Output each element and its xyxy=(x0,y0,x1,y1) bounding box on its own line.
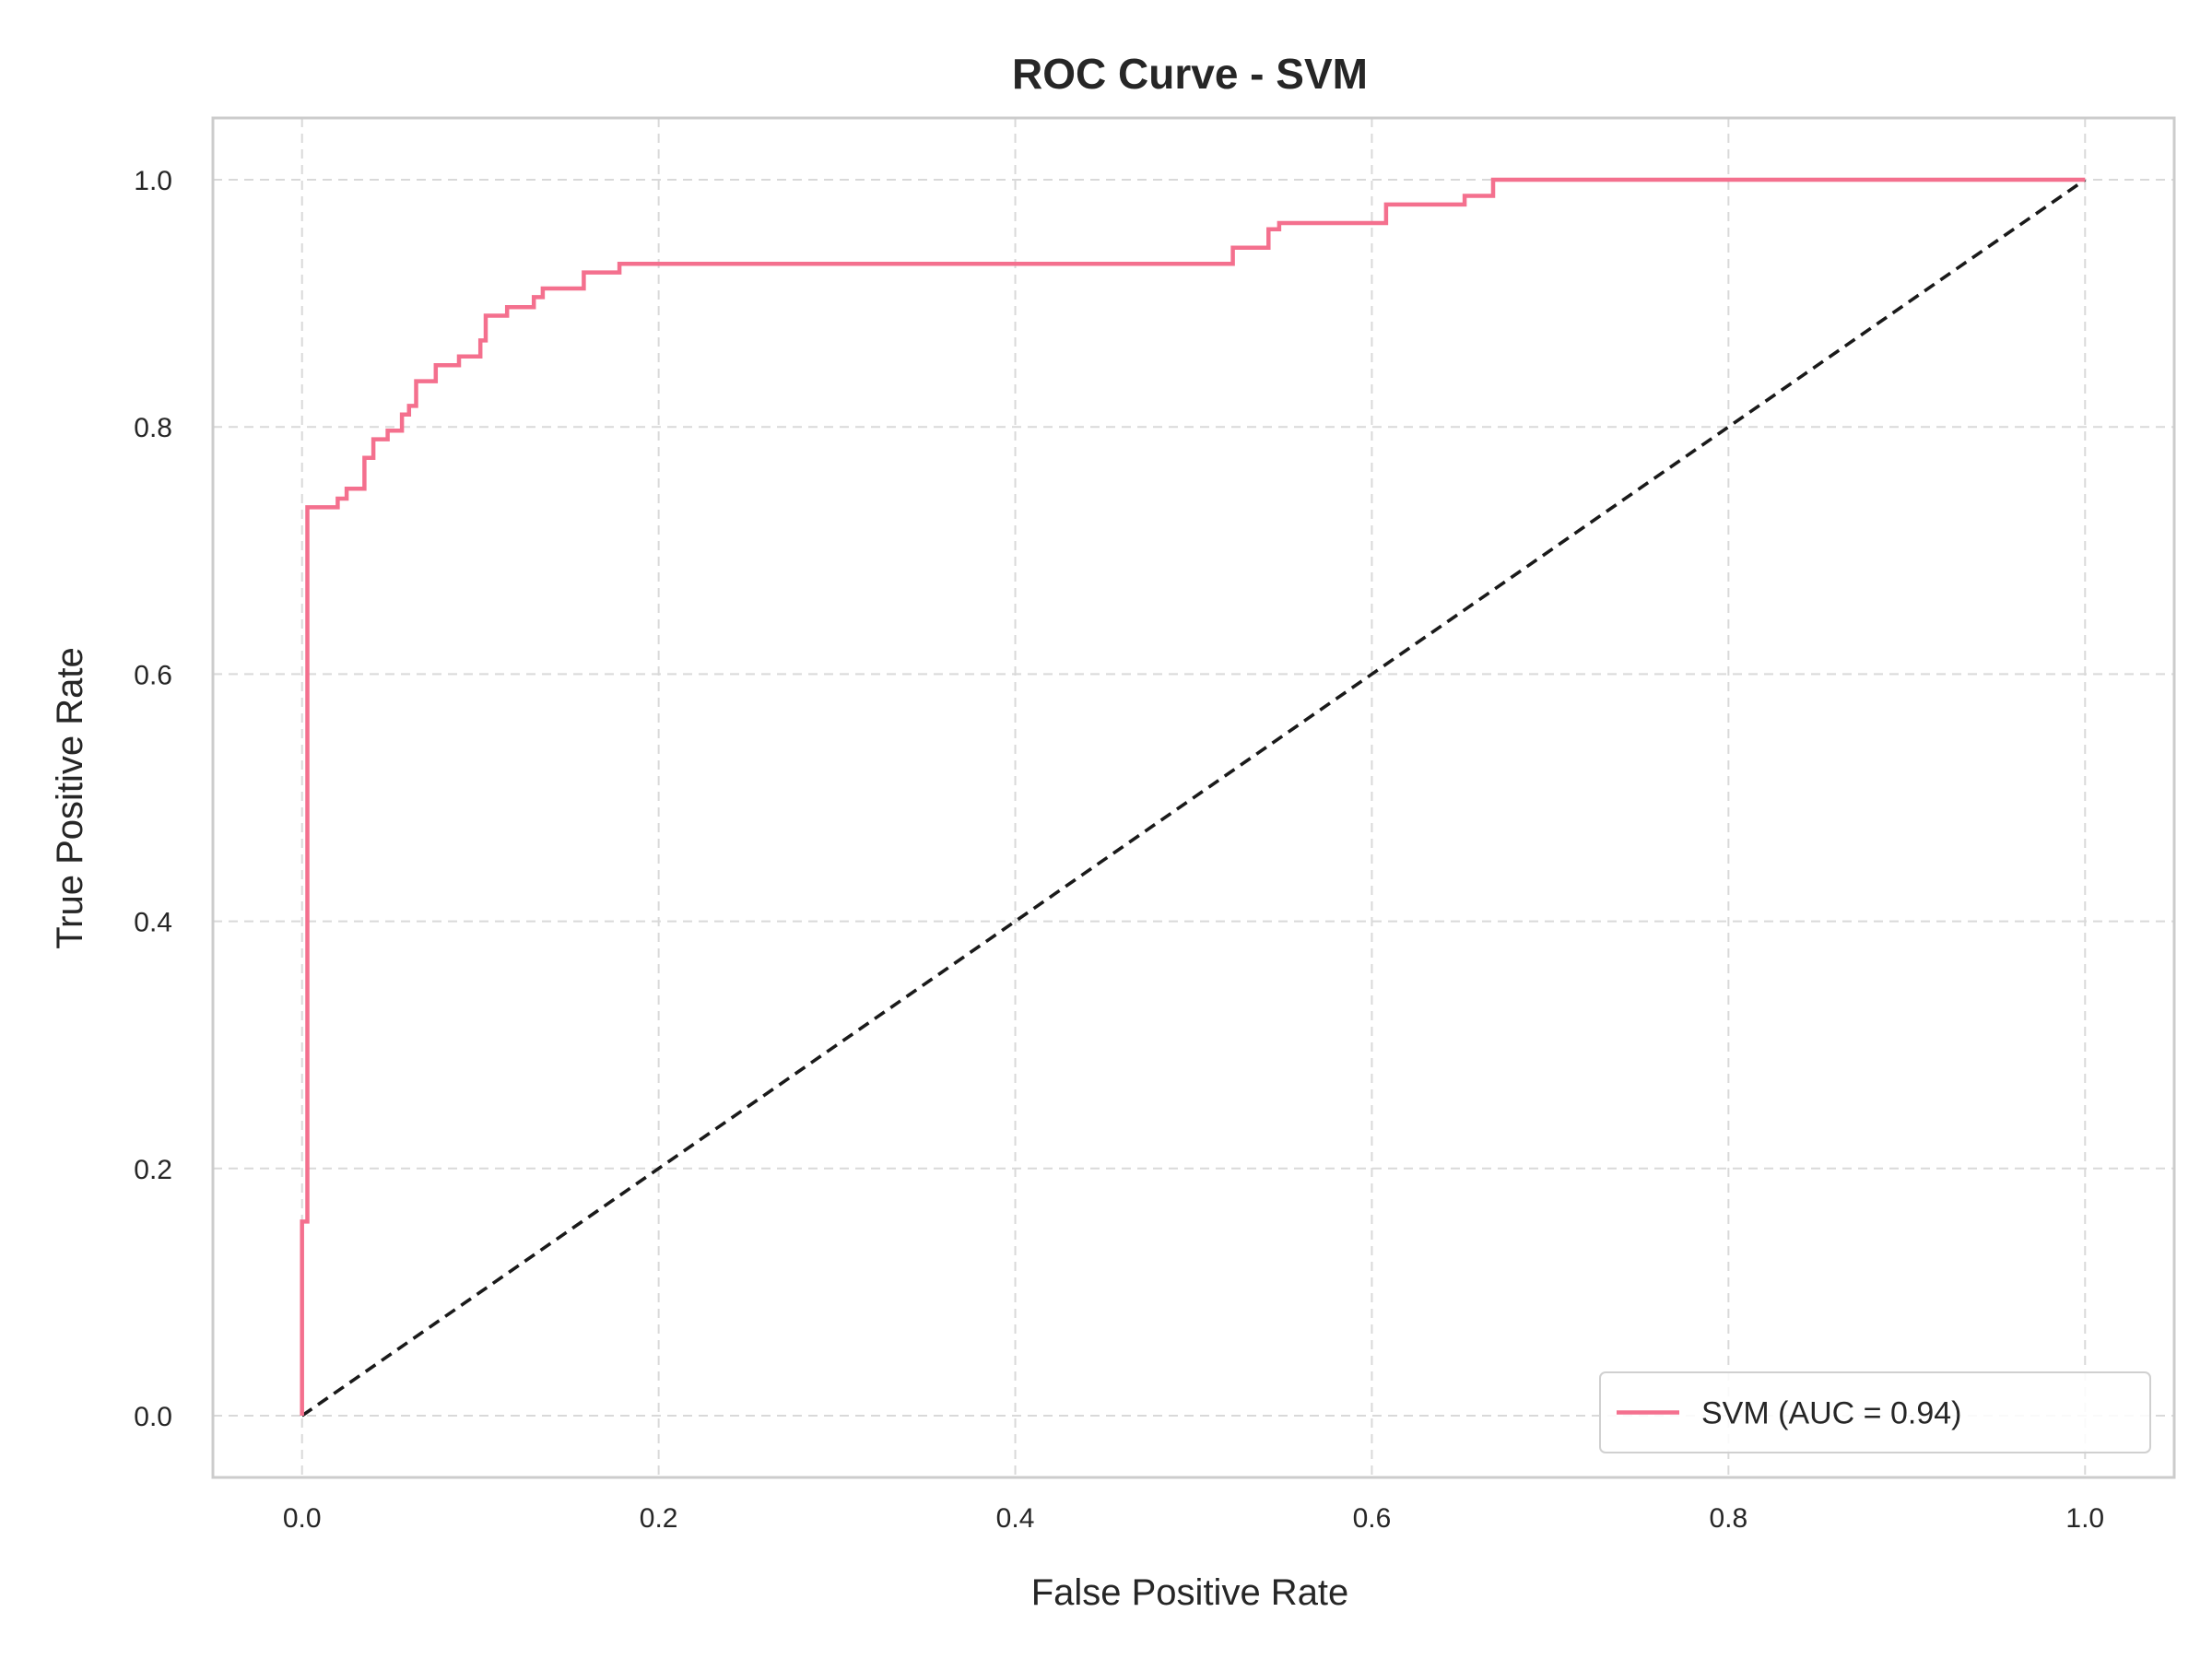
y-tick-label: 1.0 xyxy=(134,166,172,196)
x-tick-label: 0.0 xyxy=(283,1503,322,1534)
x-tick-label: 0.2 xyxy=(640,1503,678,1534)
series-lines xyxy=(300,177,2087,1418)
legend-label: SVM (AUC = 0.94) xyxy=(1701,1396,1961,1431)
y-tick-label: 0.6 xyxy=(134,660,172,690)
y-tick-label: 0.0 xyxy=(134,1402,172,1432)
legend-box xyxy=(1599,1371,2151,1453)
x-tick-label: 0.8 xyxy=(1710,1503,1748,1534)
legend: SVM (AUC = 0.94) xyxy=(1599,1371,2151,1453)
y-axis-label: True Positive Rate xyxy=(50,647,90,949)
chance-diagonal-line xyxy=(300,178,2087,1418)
y-tick-label: 0.2 xyxy=(134,1155,172,1185)
roc-curve-line xyxy=(300,177,2086,1416)
plot-frame xyxy=(211,116,2176,1479)
x-tick-label: 1.0 xyxy=(2065,1503,2104,1534)
chart-title: ROC Curve - SVM xyxy=(1012,50,1368,98)
x-tick-label: 0.6 xyxy=(1353,1503,1392,1534)
x-tick-label: 0.4 xyxy=(996,1503,1035,1534)
x-tick-labels: 0.0 0.2 0.4 0.6 0.8 1.0 xyxy=(283,1503,2104,1534)
y-tick-label: 0.8 xyxy=(134,413,172,443)
y-tick-label: 0.4 xyxy=(134,908,172,938)
y-tick-labels: 0.0 0.2 0.4 0.6 0.8 1.0 xyxy=(134,166,172,1432)
x-axis-label: False Positive Rate xyxy=(1031,1572,1349,1613)
